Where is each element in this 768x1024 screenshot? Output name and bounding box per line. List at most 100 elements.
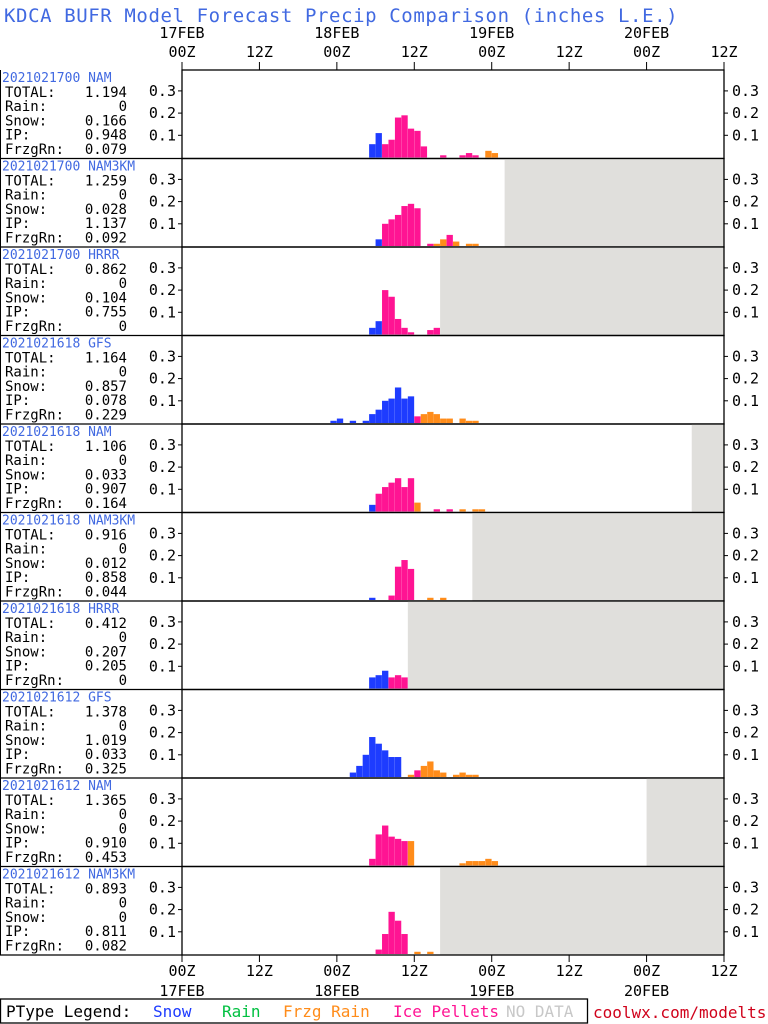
precip-bar [382, 670, 389, 689]
y-tick-label: 0.3 [149, 878, 176, 896]
y-tick-label: 0.1 [149, 303, 176, 321]
precip-bar [388, 757, 395, 777]
stat-label: Rain: [5, 896, 47, 912]
no-data-region [691, 424, 724, 513]
stat-label: Snow: [5, 202, 47, 218]
stat-label: IP: [5, 482, 30, 498]
stat-label: FrzgRn: [5, 407, 64, 423]
precip-bar [465, 861, 473, 866]
credit-text: coolwx.com/modelts [593, 1003, 766, 1022]
precip-bar [394, 838, 402, 866]
y-tick-label-right: 0.1 [732, 923, 759, 941]
precip-bar [369, 597, 376, 600]
y-tick-label: 0.1 [149, 392, 176, 410]
stat-value: 0.166 [85, 113, 127, 129]
y-tick-label-right: 0.2 [732, 812, 759, 830]
precip-bar [375, 675, 382, 689]
bottom-date-label: 19FEB [469, 982, 514, 1000]
y-tick-label-right: 0.1 [732, 657, 759, 675]
precip-bar [394, 920, 402, 954]
precip-bar [349, 420, 357, 423]
y-tick-label: 0.3 [149, 613, 176, 631]
y-tick-label-right: 0.2 [732, 458, 759, 476]
precip-bar [375, 321, 382, 335]
precip-bar [407, 128, 415, 158]
precip-bar [485, 150, 492, 158]
stat-value: 0.907 [85, 482, 127, 498]
bottom-time-label: 00Z [478, 962, 505, 980]
y-tick-label: 0.1 [149, 746, 176, 764]
stat-value: 0 [119, 896, 127, 912]
no-data-region [504, 158, 724, 247]
precip-bar [427, 951, 434, 954]
bottom-date-label: 17FEB [159, 982, 204, 1000]
stat-label: TOTAL: [5, 616, 56, 632]
stat-label: Snow: [5, 910, 47, 926]
y-tick-label-right: 0.3 [732, 170, 759, 188]
stat-value: 0.910 [85, 836, 127, 852]
stat-label: Snow: [5, 644, 47, 660]
legend-item: Ice Pellets [393, 1002, 499, 1021]
legend-item: Rain [222, 1002, 261, 1021]
stat-value: 1.137 [85, 216, 127, 232]
y-tick-label: 0.1 [149, 126, 176, 144]
stat-label: IP: [5, 305, 30, 321]
y-tick-label-right: 0.1 [732, 746, 759, 764]
y-tick-label-right: 0.2 [732, 104, 759, 122]
precip-bar [375, 133, 382, 158]
precip-bar [465, 153, 473, 158]
stat-label: TOTAL: [5, 85, 56, 101]
bottom-time-label: 00Z [323, 962, 350, 980]
precip-bar [472, 420, 479, 423]
precip-bar [388, 836, 395, 866]
precip-bar [401, 327, 408, 335]
stat-value: 0.811 [85, 924, 127, 940]
precip-bar [427, 597, 434, 600]
y-tick-label: 0.2 [149, 724, 176, 742]
stat-label: Rain: [5, 365, 47, 381]
precip-bar [446, 234, 453, 246]
stat-value: 0.079 [85, 142, 127, 158]
stat-value: 0.858 [85, 570, 127, 586]
y-tick-label: 0.3 [149, 170, 176, 188]
precip-bar [356, 765, 363, 777]
precip-bar [491, 153, 499, 158]
stat-label: IP: [5, 570, 30, 586]
y-tick-label: 0.3 [149, 790, 176, 808]
stat-value: 1.106 [85, 439, 127, 455]
precip-bar [401, 677, 408, 689]
precip-bar [407, 396, 415, 423]
precip-bar [382, 750, 389, 777]
precip-bar [465, 243, 473, 246]
precip-bar [485, 858, 492, 866]
y-tick-label-right: 0.1 [732, 480, 759, 498]
precip-bar [375, 239, 382, 246]
precip-bar [433, 327, 440, 335]
y-tick-label: 0.2 [149, 281, 176, 299]
top-time-label: 12Z [401, 43, 428, 61]
legend-item: Snow [153, 1002, 192, 1021]
y-tick-label-right: 0.3 [732, 259, 759, 277]
precip-bar [336, 418, 344, 423]
precip-bar [446, 509, 453, 512]
y-tick-label: 0.1 [149, 215, 176, 233]
stat-label: FrzgRn: [5, 761, 64, 777]
y-tick-label: 0.1 [149, 657, 176, 675]
precip-bar [459, 863, 466, 866]
panel-frame [181, 334, 725, 425]
bottom-time-label: 12Z [556, 962, 583, 980]
precip-bar [414, 130, 421, 158]
panel-frame [181, 688, 725, 779]
stat-value: 0 [119, 276, 127, 292]
bottom-time-label: 12Z [401, 962, 428, 980]
y-tick-label-right: 0.2 [732, 370, 759, 388]
precip-bar [465, 420, 473, 423]
stat-label: Snow: [5, 821, 47, 837]
precip-bar [407, 203, 415, 246]
stat-label: IP: [5, 924, 30, 940]
y-tick-label-right: 0.3 [732, 347, 759, 365]
precip-bar [369, 858, 376, 866]
y-tick-label-right: 0.1 [732, 215, 759, 233]
panel-frame [181, 69, 725, 160]
precip-bar [388, 219, 395, 246]
